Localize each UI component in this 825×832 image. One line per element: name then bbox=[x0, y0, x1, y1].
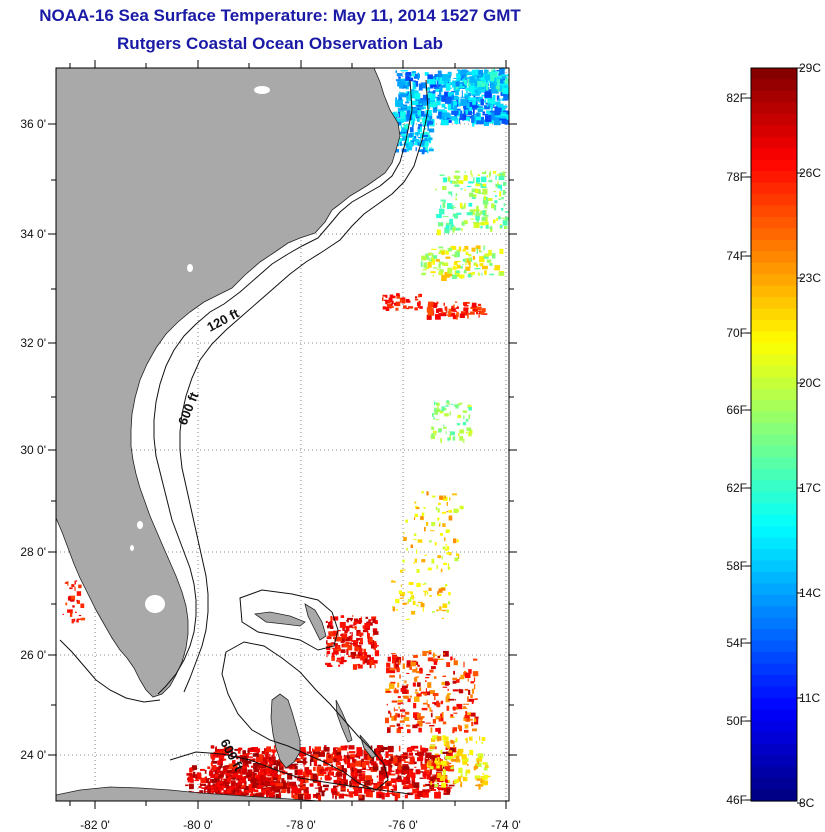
colorbar-frame bbox=[750, 67, 798, 802]
lat-tick-label: 30 0' bbox=[20, 443, 46, 457]
colorbar-fahrenheit-label: 66F bbox=[726, 403, 747, 417]
colorbar-celsius-label: 26C bbox=[799, 166, 821, 180]
land-grand-bahama bbox=[253, 611, 306, 627]
colorbar-celsius-label: 17C bbox=[799, 481, 821, 495]
isobath-south bbox=[169, 751, 411, 795]
colorbar-fahrenheit-label: 62F bbox=[726, 481, 747, 495]
map-frame bbox=[55, 67, 510, 802]
lon-tick-label: -74 0' bbox=[491, 818, 521, 832]
colorbar-fahrenheit-label: 82F bbox=[726, 91, 747, 105]
colorbar-fahrenheit-label: 58F bbox=[726, 559, 747, 573]
colorbar-celsius-label: 20C bbox=[799, 376, 821, 390]
lake bbox=[187, 264, 193, 272]
lake bbox=[130, 545, 134, 551]
land-mainland bbox=[56, 68, 401, 698]
land-andros bbox=[270, 693, 301, 769]
isobath-great-bahama-bank bbox=[221, 641, 389, 791]
lat-tick-label: 36 0' bbox=[20, 117, 46, 131]
colorbar-fahrenheit-label: 54F bbox=[726, 636, 747, 650]
isobath-bahamas-bank bbox=[239, 589, 339, 651]
colorbar-celsius-label: 23C bbox=[799, 271, 821, 285]
colorbar-celsius-label: 11C bbox=[799, 691, 820, 705]
colorbar-celsius-label: 14C bbox=[799, 586, 821, 600]
lake-okeechobee bbox=[145, 595, 165, 613]
map-subtitle: Rutgers Coastal Ocean Observation Lab bbox=[117, 34, 443, 53]
colorbar-fahrenheit-label: 78F bbox=[726, 170, 747, 184]
map-title: NOAA-16 Sea Surface Temperature: May 11,… bbox=[39, 6, 521, 25]
colorbar-celsius-label: 8C bbox=[799, 796, 815, 810]
colorbar-celsius-label: 29C bbox=[799, 61, 821, 75]
lon-tick-label: -80 0' bbox=[183, 818, 213, 832]
colorbar-fahrenheit-label: 70F bbox=[726, 326, 747, 340]
colorbar-gradient bbox=[751, 68, 797, 802]
lat-tick-label: 24 0' bbox=[20, 748, 46, 762]
lat-tick-label: 28 0' bbox=[20, 545, 46, 559]
lat-tick-label: 32 0' bbox=[20, 336, 46, 350]
colorbar-fahrenheit-label: 46F bbox=[726, 793, 747, 807]
land-abaco bbox=[304, 603, 327, 641]
land-eleuthera bbox=[335, 699, 353, 743]
lon-tick-label: -78 0' bbox=[286, 818, 316, 832]
lon-tick-label: -82 0' bbox=[80, 818, 110, 832]
colorbar-fahrenheit-label: 50F bbox=[726, 714, 747, 728]
isobath-600ft bbox=[179, 79, 429, 693]
lon-tick-label: -76 0' bbox=[388, 818, 418, 832]
lake bbox=[137, 521, 143, 529]
lake bbox=[254, 86, 270, 94]
isobath-120ft bbox=[153, 79, 413, 695]
map-axes: -82 0' -80 0' -78 0' -76 0' -74 0' 36 0' 34 0'… bbox=[20, 60, 521, 832]
isobath-keys bbox=[59, 639, 161, 703]
lat-tick-label: 34 0' bbox=[20, 227, 46, 241]
colorbar-fahrenheit-label: 74F bbox=[726, 249, 747, 263]
colorbar-labels: 82F 78F 74F 70F 66F 62F 58F 54F 50F 46F 29C 26C 23C 2… bbox=[726, 61, 821, 810]
land-cuba bbox=[56, 786, 321, 801]
lat-tick-label: 26 0' bbox=[20, 648, 46, 662]
